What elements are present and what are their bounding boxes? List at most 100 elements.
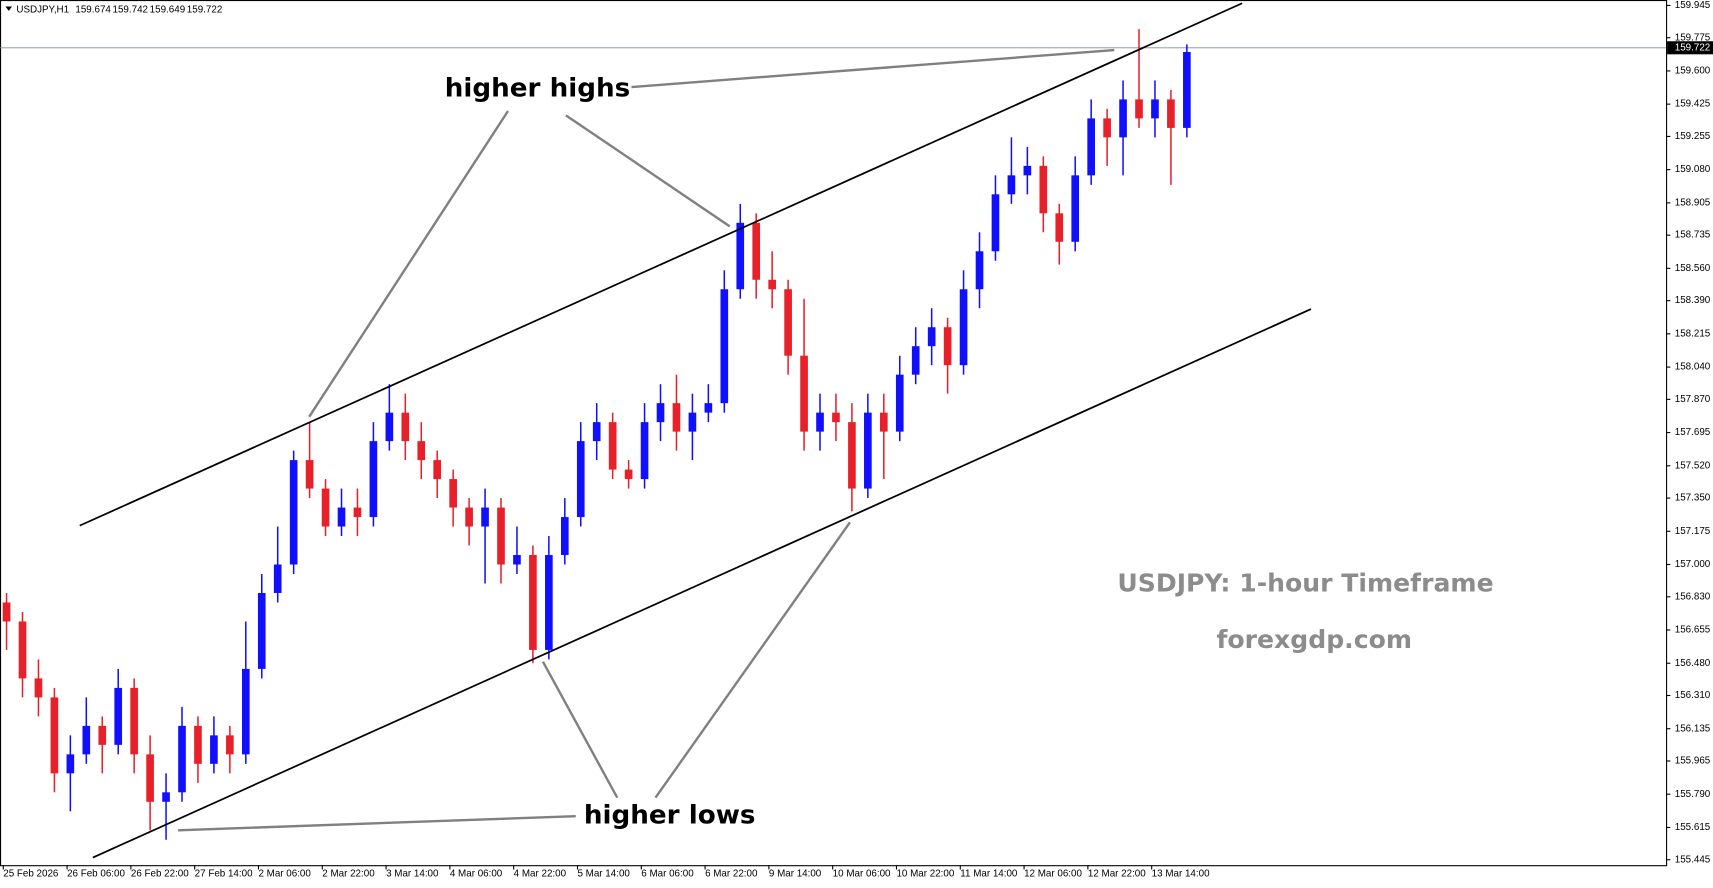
- symbol: USDJPY,H1: [16, 4, 69, 15]
- candle-body: [624, 469, 633, 480]
- candle-body: [688, 412, 697, 432]
- candle-body: [1183, 51, 1191, 128]
- candle-body: [560, 517, 569, 556]
- candle-body: [752, 222, 761, 280]
- candle-body: [959, 289, 968, 366]
- candle-body: [305, 460, 314, 489]
- candle-body: [545, 555, 553, 650]
- candle-body: [66, 754, 75, 774]
- candle-body: [337, 507, 346, 527]
- candle-body: [592, 422, 601, 442]
- annotation-pointers: [178, 48, 1115, 832]
- watermark-title: USDJPY: 1-hour Timeframe: [1117, 568, 1493, 597]
- x-tick-label: 9 Mar 14:00: [769, 868, 822, 879]
- candle-body: [82, 725, 91, 755]
- lower-channel-line: [92, 308, 1312, 859]
- candle-body: [800, 355, 808, 432]
- y-tick-label: 156.135: [1675, 723, 1711, 734]
- candle-body: [241, 668, 250, 755]
- x-tick-label: 27 Feb 14:00: [195, 868, 253, 879]
- candle-body: [720, 289, 729, 404]
- candle-body: [1039, 165, 1048, 214]
- candle-body: [879, 412, 888, 432]
- pointer-line: [308, 110, 510, 418]
- candle-body: [1151, 99, 1159, 119]
- header-close: 159.722: [187, 4, 222, 15]
- pointer-line: [541, 661, 619, 799]
- candle-body: [513, 555, 521, 565]
- y-tick-label: 157.520: [1675, 460, 1711, 471]
- header-low: 159.649: [150, 4, 185, 15]
- y-tick-label: 158.215: [1675, 328, 1711, 339]
- y-tick-label: 157.175: [1675, 526, 1711, 537]
- candle-body: [656, 403, 665, 423]
- candle-body: [529, 555, 537, 650]
- candle-body: [114, 687, 123, 745]
- x-tick-label: 12 Mar 06:00: [1024, 868, 1082, 879]
- candle-body: [257, 592, 266, 669]
- y-tick-label: 159.945: [1675, 0, 1711, 11]
- candle-body: [1007, 175, 1016, 195]
- pointer-line: [631, 48, 1115, 89]
- candle-body: [18, 621, 27, 679]
- x-tick-label: 25 Feb 2026: [3, 868, 59, 879]
- candle-body: [162, 792, 170, 802]
- candle-body: [864, 412, 872, 489]
- y-tick-label: 158.735: [1675, 230, 1711, 241]
- y-tick-label: 159.425: [1675, 99, 1711, 110]
- y-tick-label: 159.600: [1675, 66, 1711, 77]
- candle-body: [178, 725, 186, 793]
- watermark-site: forexgdp.com: [1216, 625, 1412, 654]
- candle-body: [449, 479, 457, 508]
- current-price-box: [1667, 41, 1713, 55]
- y-tick-label: 158.905: [1675, 197, 1711, 208]
- candle-body: [768, 279, 776, 290]
- y-tick-label: 158.560: [1675, 263, 1711, 274]
- y-tick-label: 158.040: [1675, 362, 1711, 373]
- candle-body: [98, 725, 107, 745]
- candle-body: [640, 422, 649, 480]
- candle-body: [1167, 99, 1175, 128]
- pointer-line: [178, 814, 576, 832]
- candle-body: [210, 735, 218, 764]
- candle-body: [2, 602, 11, 622]
- x-tick-label: 5 Mar 14:00: [577, 868, 630, 879]
- x-tick-label: 6 Mar 06:00: [641, 868, 694, 879]
- y-tick-label: 155.790: [1675, 789, 1711, 800]
- y-tick-label: 157.695: [1675, 427, 1711, 438]
- candle-body: [417, 441, 426, 461]
- y-tick-label: 155.615: [1675, 822, 1711, 833]
- candle-body: [321, 488, 330, 527]
- x-tick-label: 13 Mar 14:00: [1152, 868, 1210, 879]
- header-high: 159.742: [113, 4, 148, 15]
- candle-body: [433, 460, 442, 480]
- candle-body: [194, 725, 202, 764]
- candle-body: [1135, 99, 1143, 119]
- pointer-line: [654, 521, 851, 799]
- candle-body: [927, 327, 936, 347]
- annotation: higher highs: [445, 74, 631, 104]
- candle-body: [50, 697, 59, 774]
- y-tick-label: 156.480: [1675, 658, 1711, 669]
- candle-body: [130, 687, 138, 755]
- x-tick-label: 12 Mar 22:00: [1088, 868, 1146, 879]
- candle-body: [816, 412, 824, 432]
- candle-body: [481, 507, 489, 527]
- y-tick-label: 158.390: [1675, 295, 1711, 306]
- y-tick-label: 155.965: [1675, 756, 1711, 767]
- candle-body: [736, 222, 745, 290]
- y-tick-label: 156.655: [1675, 625, 1711, 636]
- candle-body: [385, 412, 394, 442]
- candle-body: [1087, 118, 1095, 176]
- candle-body: [1023, 165, 1032, 176]
- pointer-line: [565, 114, 731, 228]
- candle-body: [289, 460, 298, 565]
- candle-body: [465, 507, 473, 527]
- candle-body: [273, 564, 282, 593]
- y-tick-label: 155.445: [1675, 854, 1711, 865]
- candle-body: [226, 735, 234, 755]
